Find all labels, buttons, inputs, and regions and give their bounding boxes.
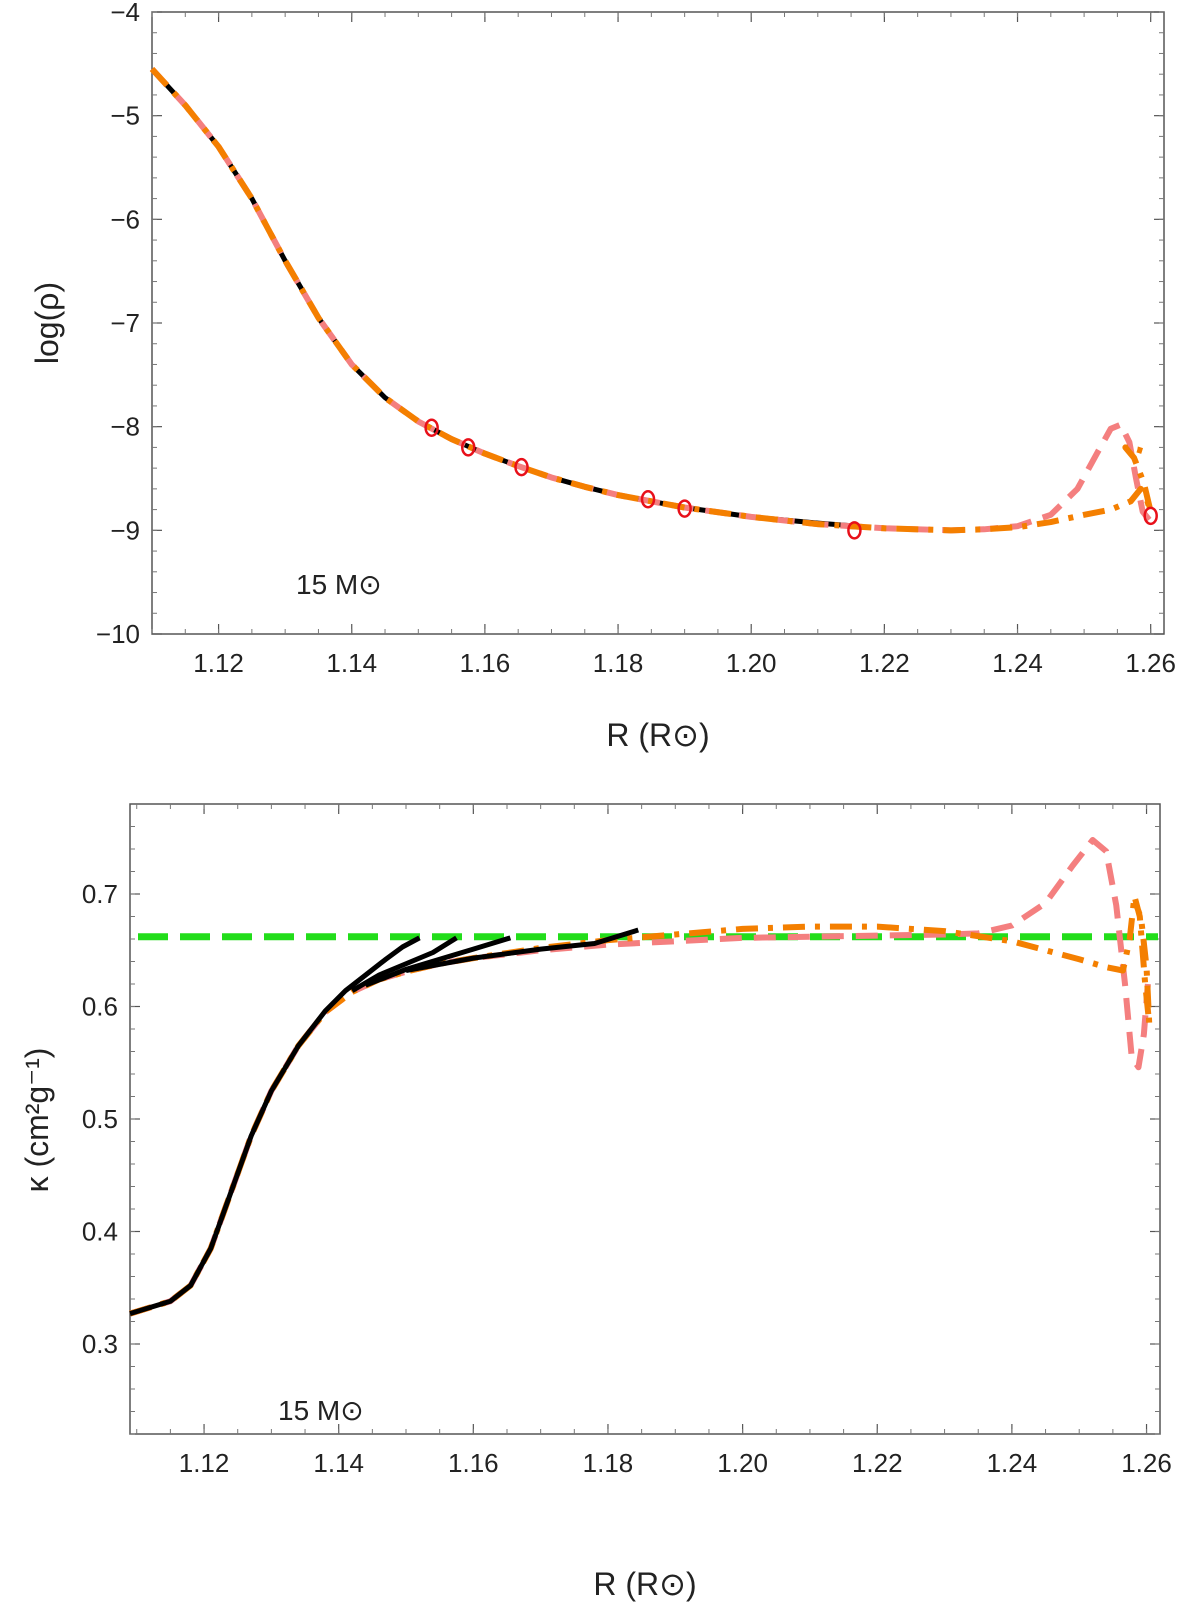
opacity-series-black-curve-2 [350, 935, 458, 993]
density-series-orange-dot-dashed [149, 66, 1154, 534]
density-series-pink-dashed [149, 66, 1152, 534]
opacity-x-tick-label: 1.12 [179, 1448, 230, 1478]
density-x-tick-label: 1.22 [859, 648, 910, 678]
density-markers [424, 418, 1158, 540]
opacity-panel: 1.12 1.14 1.16 1.18 1.20 1.22 1.24 1.26 0.3 0.4 0.… [19, 803, 1172, 1602]
opacity-x-tick-label: 1.24 [987, 1448, 1038, 1478]
opacity-series-black-curve-4 [405, 927, 640, 973]
density-marker-point [847, 521, 862, 540]
density-marker-point [1143, 506, 1158, 526]
opacity-x-tick-label: 1.22 [852, 1448, 903, 1478]
density-y-tick-label: −4 [110, 0, 140, 27]
density-y-tick-label: −6 [110, 204, 140, 234]
density-y-tick-label: −10 [96, 619, 140, 649]
density-y-tick-label: −8 [110, 412, 140, 442]
opacity-y-tick-label: 0.3 [82, 1329, 118, 1359]
density-marker-point [461, 438, 476, 457]
density-x-tick-label: 1.12 [193, 648, 244, 678]
opacity-plot-frame [129, 803, 1161, 1435]
density-marker-point [640, 489, 656, 509]
density-ticks: 1.12 1.14 1.16 1.18 1.20 1.22 1.24 1.26 −10 −9 −8 −… [96, 0, 1176, 678]
density-mass-annotation: 15 M⊙ [296, 569, 382, 600]
density-y-tick-label: −5 [110, 101, 140, 131]
density-y-tick-label: −7 [110, 308, 140, 338]
density-panel: 1.12 1.14 1.16 1.18 1.20 1.22 1.24 1.26 −10 −9 −8 −… [29, 0, 1176, 753]
opacity-ticks: 1.12 1.14 1.16 1.18 1.20 1.22 1.24 1.26 0.3 0.4 0.… [82, 804, 1172, 1478]
density-x-tick-label: 1.16 [460, 648, 511, 678]
opacity-x-tick-label: 1.20 [717, 1448, 768, 1478]
opacity-y-tick-label: 0.4 [82, 1217, 118, 1247]
density-marker-point [424, 418, 439, 437]
density-y-axis-title: log(ρ) [29, 282, 65, 364]
density-x-tick-label: 1.18 [593, 648, 644, 678]
density-marker-point [514, 457, 529, 477]
density-x-axis-title: R (R⊙) [606, 717, 709, 753]
density-marker-point [677, 499, 692, 518]
density-series-black-solid [150, 67, 858, 529]
opacity-x-tick-label: 1.14 [313, 1448, 364, 1478]
opacity-x-axis-title: R (R⊙) [593, 1566, 696, 1602]
opacity-y-axis-title: κ (cm²g⁻¹) [19, 1048, 55, 1193]
opacity-series-orange-dot-dashed [129, 893, 1153, 1317]
opacity-y-tick-label: 0.5 [82, 1104, 118, 1134]
density-series [149, 66, 1154, 534]
opacity-series-black-curve-3 [364, 935, 512, 988]
opacity-x-tick-label: 1.18 [583, 1448, 634, 1478]
density-x-tick-label: 1.20 [726, 648, 777, 678]
density-plot-frame [151, 11, 1165, 635]
opacity-mass-annotation: 15 M⊙ [278, 1395, 364, 1426]
opacity-y-tick-label: 0.6 [82, 992, 118, 1022]
opacity-y-tick-label: 0.7 [82, 879, 118, 909]
opacity-series-black-curve-1 [129, 935, 421, 1317]
density-x-tick-label: 1.26 [1125, 648, 1176, 678]
opacity-series [129, 837, 1153, 1317]
opacity-x-tick-label: 1.16 [448, 1448, 499, 1478]
opacity-x-tick-label: 1.26 [1121, 1448, 1172, 1478]
density-x-tick-label: 1.14 [326, 648, 377, 678]
density-y-tick-label: −9 [110, 515, 140, 545]
density-x-tick-label: 1.24 [992, 648, 1043, 678]
